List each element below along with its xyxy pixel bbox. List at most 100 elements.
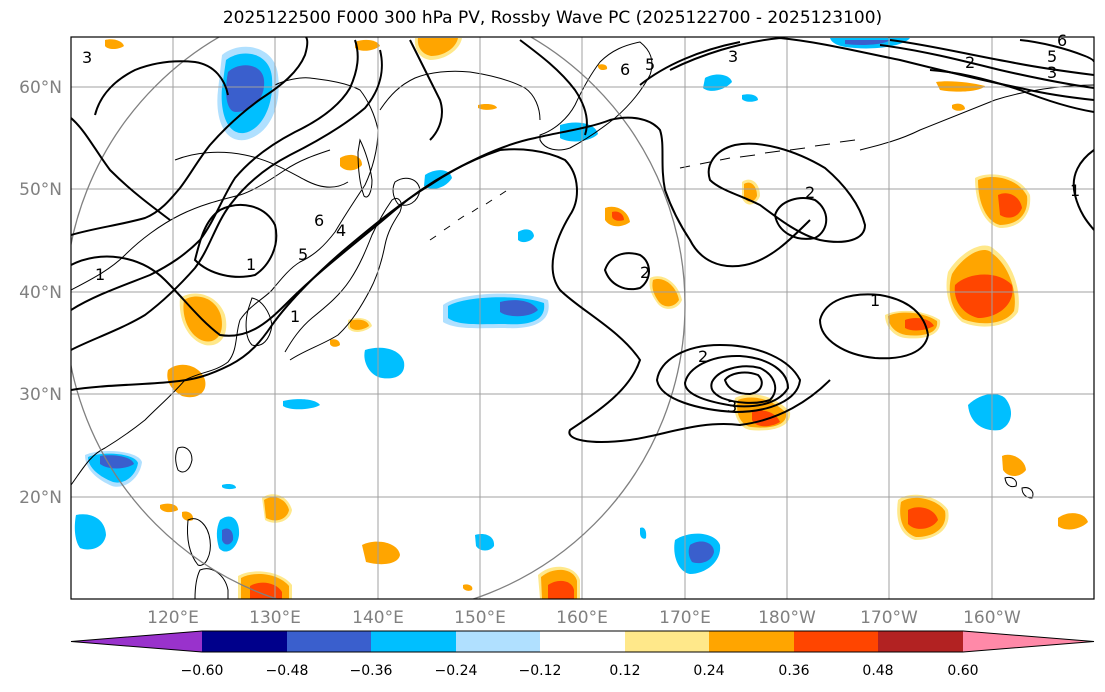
contour-label: 1 — [870, 291, 880, 310]
colorbar-segment — [456, 631, 540, 652]
colorbar-tick-label: 0.12 — [609, 663, 640, 679]
contour-label: 6 — [314, 211, 324, 230]
coastline-asia — [70, 77, 379, 486]
neg-anomaly — [688, 541, 714, 564]
pos-anomaly — [350, 319, 369, 330]
coastline-nchina — [70, 149, 331, 291]
pos-anomaly — [362, 541, 400, 565]
contour-label: 3 — [82, 48, 92, 67]
pos-anomaly — [954, 274, 1013, 318]
contour-label: 2 — [805, 183, 815, 202]
pos-anomaly — [330, 339, 340, 347]
colorbar-tick-label: −0.36 — [350, 663, 393, 679]
lon-tick-label: 140°E — [352, 608, 404, 628]
colorbar-segment — [794, 631, 878, 652]
coastline-kamchatka — [539, 41, 653, 151]
contour-16 — [1072, 149, 1094, 231]
colorbar-arrow-right — [963, 631, 1094, 652]
colorbar-tick-label: −0.12 — [519, 663, 562, 679]
pos-anomaly — [548, 580, 574, 599]
contour-5 — [71, 37, 309, 236]
colorbar-tick-label: −0.24 — [435, 663, 478, 679]
coastline-korea — [245, 297, 273, 347]
lon-tick-label: 130°E — [249, 608, 301, 628]
contour-label: 1 — [95, 265, 105, 284]
lon-tick-label: 160°E — [556, 608, 608, 628]
contour-6 — [94, 60, 229, 116]
contour-12 — [655, 343, 802, 414]
pos-anomaly — [744, 182, 757, 202]
contour-22 — [929, 69, 1094, 113]
lon-tick-label: 170°W — [860, 608, 918, 628]
lat-tick-label: 50°N — [19, 180, 62, 200]
pos-anomaly — [598, 64, 608, 71]
colorbar-outline — [70, 630, 1095, 653]
neg-anomaly — [74, 514, 106, 550]
contour-3 — [71, 49, 383, 351]
contour-label: 6 — [1057, 31, 1067, 50]
colorbar-tick-label: 0.60 — [947, 663, 978, 679]
contour-label: 3 — [728, 47, 738, 66]
contour-label: 2 — [698, 347, 708, 366]
lat-tick-label: 60°N — [19, 78, 62, 98]
lat-tick-label: 30°N — [19, 385, 62, 405]
map-frame — [70, 36, 1095, 600]
coastline-kurils — [429, 190, 507, 241]
lon-tick-label: 120°E — [147, 608, 199, 628]
contour-label: 2 — [640, 263, 650, 282]
colorbar-tick-label: 0.36 — [778, 663, 809, 679]
neg-anomaly — [364, 347, 405, 379]
gridlines — [71, 37, 1094, 599]
colorbar-tick-label: 0.48 — [862, 663, 893, 679]
contour-1 — [71, 148, 831, 443]
coastline-japan — [284, 197, 402, 361]
contour-label: 5 — [298, 245, 308, 264]
colorbar-tick-label: −0.60 — [181, 663, 224, 679]
rossby-contours — [71, 37, 1094, 443]
contour-label: 4 — [336, 221, 346, 240]
pos-anomaly — [1002, 454, 1026, 476]
colorbar-segment — [540, 631, 625, 652]
neg-anomaly — [226, 65, 265, 112]
contour-4 — [71, 39, 359, 311]
pos-anomaly — [463, 584, 473, 591]
colorbar-tick-label: 0.24 — [693, 663, 724, 679]
coastline-taiwan — [175, 446, 193, 473]
contour-13 — [683, 354, 790, 408]
contour-15 — [723, 371, 763, 396]
coastlines — [70, 41, 1095, 600]
contour-23 — [71, 117, 171, 221]
neg-anomaly — [283, 399, 320, 410]
contour-label: 5 — [1047, 47, 1057, 66]
contour-labels: 3 6 5 2 3 1 5 4 6 1 1 2 2 2 3 1 1 5 3 6 — [82, 31, 1080, 416]
colorbar-segment — [202, 631, 287, 652]
range-circle — [71, 37, 686, 599]
pos-anomaly — [1058, 513, 1088, 530]
pos-anomaly — [105, 39, 124, 49]
contour-25 — [519, 39, 588, 136]
contour-19 — [889, 39, 1094, 76]
coastline-hawaii — [1004, 477, 1034, 499]
pos-anomaly — [417, 38, 458, 56]
lon-tick-label: 180°W — [758, 608, 816, 628]
contour-9 — [707, 142, 867, 243]
lon-tick-label: 160°W — [963, 608, 1021, 628]
neg-anomaly — [968, 394, 1012, 431]
neg-anomaly — [640, 527, 647, 539]
contour-8 — [603, 252, 650, 290]
contour-2 — [71, 116, 811, 391]
contour-7 — [193, 204, 278, 278]
neg-anomaly — [100, 455, 134, 469]
contour-label: 1 — [1070, 181, 1080, 200]
pos-anomaly — [652, 279, 679, 307]
pos-anomaly — [936, 81, 985, 92]
contour-21 — [1019, 39, 1094, 63]
neg-anomaly — [500, 300, 538, 317]
pos-anomaly — [182, 511, 194, 521]
pos-anomaly — [612, 211, 624, 221]
contour-label: 1 — [290, 307, 300, 326]
contour-label: 5 — [645, 55, 655, 74]
coastline-sakhalin — [357, 138, 373, 198]
pos-anomaly — [355, 39, 380, 51]
